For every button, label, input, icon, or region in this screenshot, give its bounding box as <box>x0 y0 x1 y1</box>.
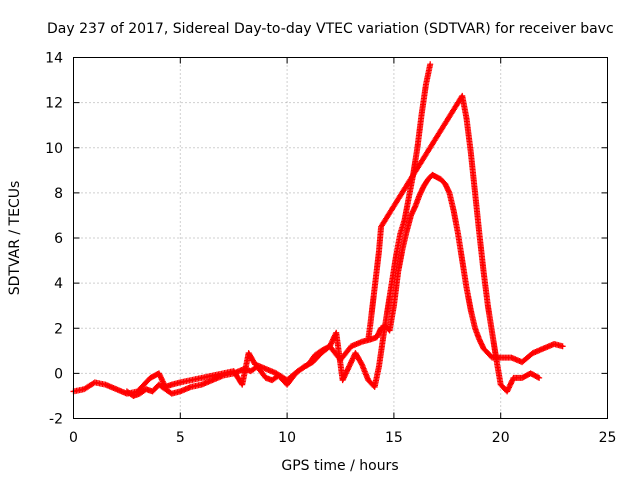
series-1 <box>70 171 566 397</box>
x-axis-label: GPS time / hours <box>281 458 398 474</box>
x-tick-label: 20 <box>492 430 510 446</box>
data-point <box>427 61 434 68</box>
series-2 <box>123 61 434 399</box>
x-tick-label: 10 <box>278 430 296 446</box>
x-tick-label: 5 <box>176 430 185 446</box>
y-tick-label: 10 <box>45 141 63 157</box>
series-3 <box>365 92 543 395</box>
y-axis-label: SDTVAR / TECUs <box>7 181 23 296</box>
x-tick-label: 15 <box>385 430 403 446</box>
x-tick-label: 25 <box>599 430 617 446</box>
y-tick-label: 0 <box>54 366 63 382</box>
y-tick-labels: -2 0 2 4 6 8 10 12 14 <box>45 51 63 428</box>
data-point <box>559 343 566 350</box>
x-tick-labels: 0 5 10 15 20 25 <box>69 430 616 446</box>
x-tick-label: 0 <box>69 430 78 446</box>
y-tick-label: 6 <box>54 231 63 247</box>
grid-lines <box>73 57 608 419</box>
y-tick-label: 12 <box>45 96 63 112</box>
y-tick-label: 14 <box>45 51 63 67</box>
y-tick-label: 8 <box>54 186 63 202</box>
data-marks <box>70 61 566 399</box>
data-point <box>358 360 365 367</box>
y-tick-label: 4 <box>54 276 63 292</box>
data-point <box>536 374 543 381</box>
y-tick-label: 2 <box>54 321 63 337</box>
chart-title: Day 237 of 2017, Sidereal Day-to-day VTE… <box>47 21 614 37</box>
y-tick-label: -2 <box>49 412 63 428</box>
plot-frame <box>73 57 608 419</box>
